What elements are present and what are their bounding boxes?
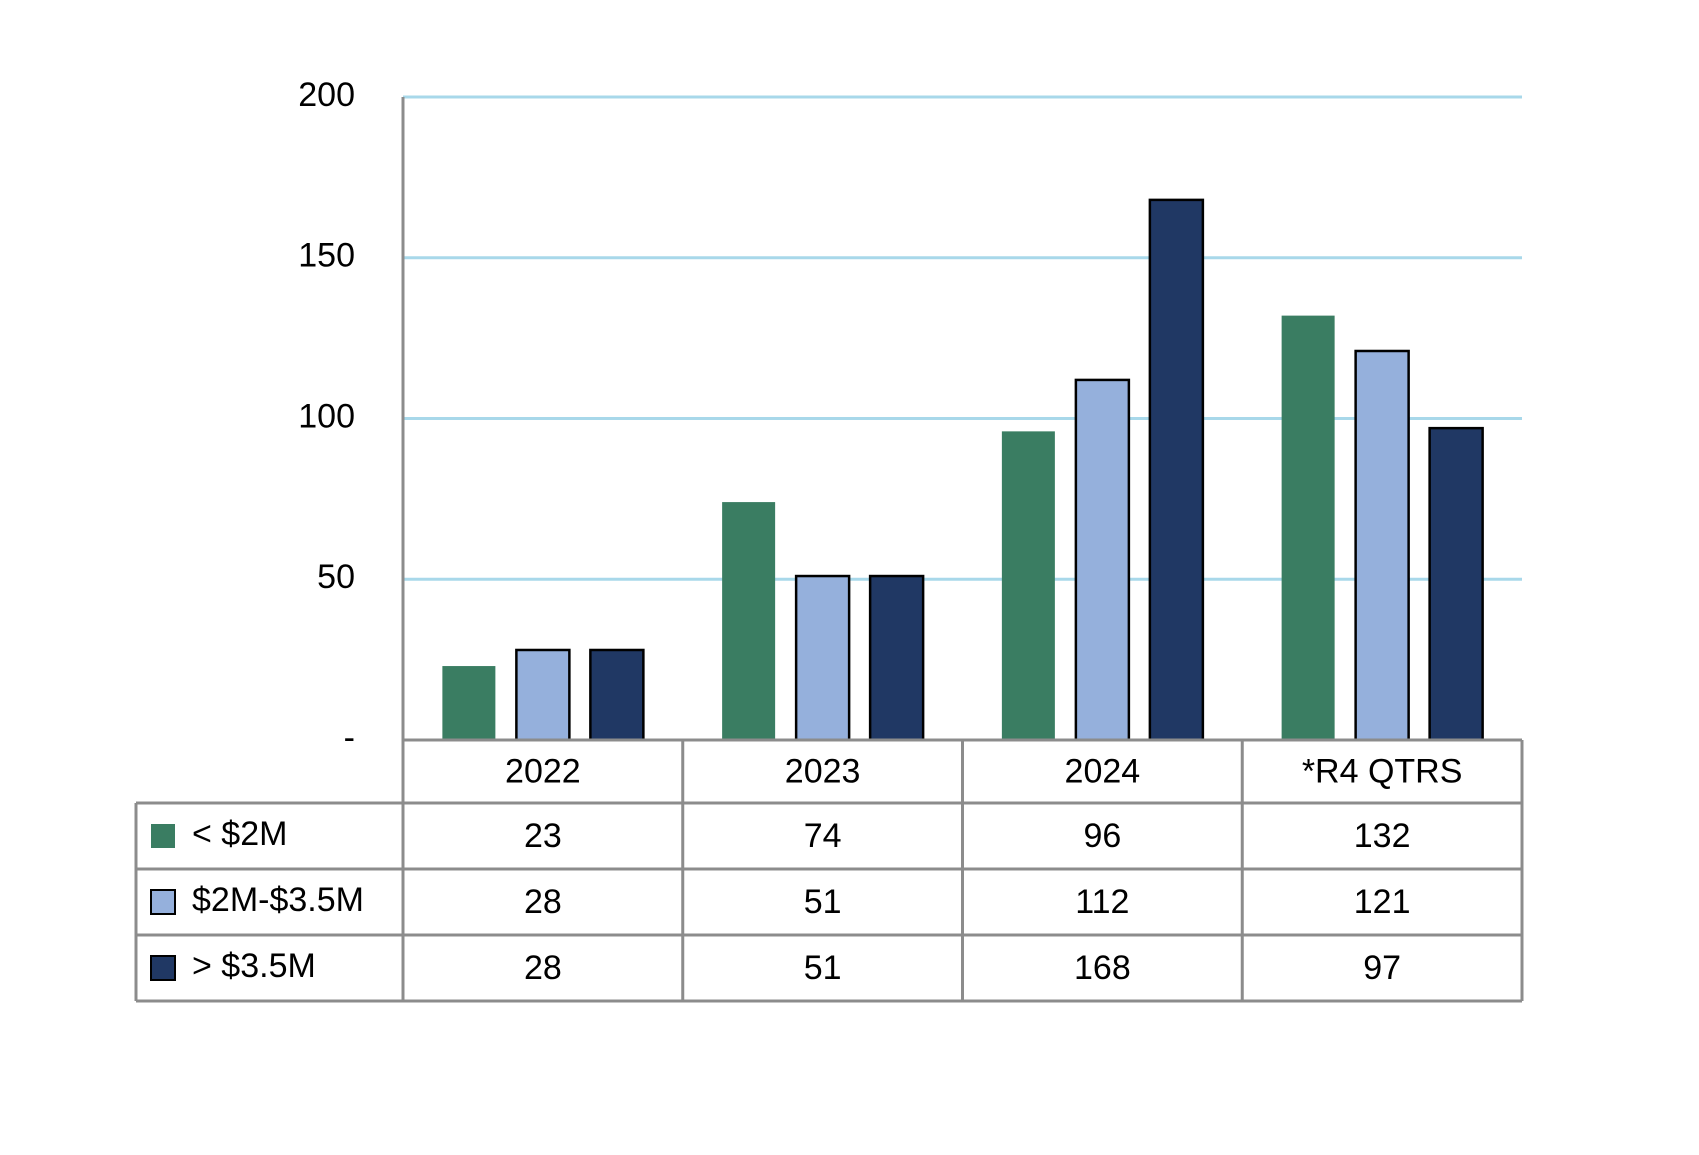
legend-label: > $3.5M	[192, 947, 316, 985]
bar	[442, 666, 496, 740]
table-value: 74	[804, 817, 842, 855]
table-value: 168	[1074, 949, 1131, 987]
y-tick-label: 50	[317, 558, 355, 596]
bar	[1001, 431, 1055, 740]
legend-swatch	[151, 824, 175, 848]
table-value: 121	[1354, 883, 1411, 921]
bar	[1148, 198, 1205, 742]
legend-swatch	[150, 889, 176, 915]
x-tick-label: *R4 QTRS	[1302, 752, 1463, 790]
y-tick-label: 150	[298, 237, 355, 275]
legend-label: < $2M	[192, 815, 287, 853]
bar	[1074, 378, 1131, 742]
bar	[1428, 426, 1484, 742]
table-value: 96	[1083, 817, 1121, 855]
bar	[868, 574, 925, 742]
bar	[1354, 349, 1410, 742]
table-value: 112	[1075, 883, 1129, 921]
table-value: 51	[804, 883, 842, 921]
table-value: 51	[804, 949, 842, 987]
x-tick-label: 2022	[505, 752, 581, 790]
legend-label: $2M-$3.5M	[192, 881, 364, 919]
legend-swatch	[150, 955, 176, 981]
bar	[722, 502, 776, 740]
table-value: 132	[1354, 817, 1411, 855]
bar	[589, 648, 645, 742]
table-value: 28	[524, 883, 562, 921]
x-tick-label: 2024	[1065, 752, 1141, 790]
x-tick-label: 2023	[785, 752, 861, 790]
y-tick-label: -	[344, 719, 355, 757]
y-tick-label: 100	[298, 397, 355, 435]
bar	[794, 574, 851, 742]
table-value: 23	[524, 817, 562, 855]
table-value: 97	[1363, 949, 1401, 987]
y-tick-label: 200	[298, 76, 355, 114]
bar	[515, 648, 571, 742]
table-value: 28	[524, 949, 562, 987]
bar	[1281, 315, 1335, 740]
